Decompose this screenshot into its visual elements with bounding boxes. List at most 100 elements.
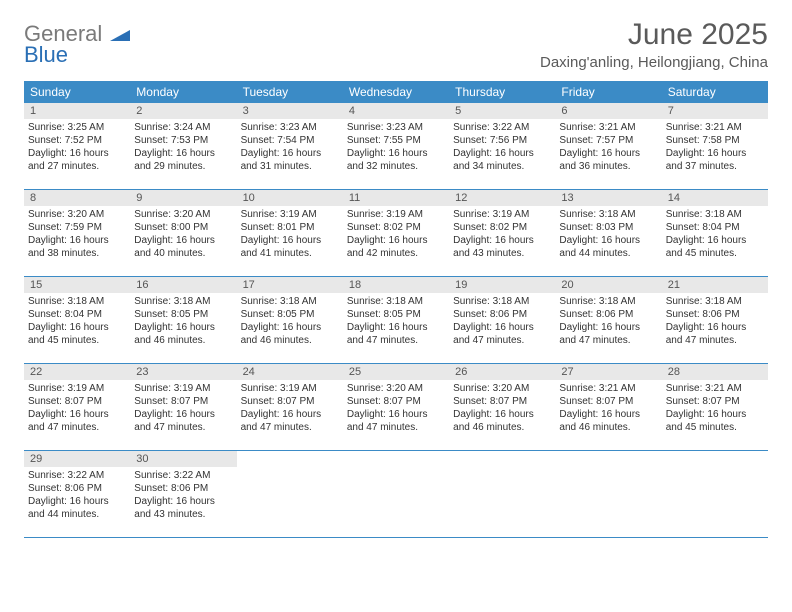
day-body: Sunrise: 3:22 AMSunset: 8:06 PMDaylight:… (24, 467, 130, 525)
daylight-line: Daylight: 16 hours and 27 minutes. (28, 147, 126, 173)
day-number: 26 (449, 364, 555, 380)
sunset-line: Sunset: 8:07 PM (666, 395, 764, 408)
sunset-line: Sunset: 7:57 PM (559, 134, 657, 147)
sunset-line: Sunset: 8:07 PM (28, 395, 126, 408)
sunrise-line: Sunrise: 3:19 AM (241, 382, 339, 395)
daylight-line: Daylight: 16 hours and 36 minutes. (559, 147, 657, 173)
weekday-header: Thursday (449, 81, 555, 103)
sunset-line: Sunset: 8:02 PM (347, 221, 445, 234)
sunrise-line: Sunrise: 3:23 AM (241, 121, 339, 134)
daylight-line: Daylight: 16 hours and 34 minutes. (453, 147, 551, 173)
day-number: 24 (237, 364, 343, 380)
sunrise-line: Sunrise: 3:19 AM (28, 382, 126, 395)
day-number: 23 (130, 364, 236, 380)
daylight-line: Daylight: 16 hours and 47 minutes. (453, 321, 551, 347)
day-cell: 4Sunrise: 3:23 AMSunset: 7:55 PMDaylight… (343, 103, 449, 189)
day-number: 8 (24, 190, 130, 206)
sunrise-line: Sunrise: 3:24 AM (134, 121, 232, 134)
day-body: Sunrise: 3:22 AMSunset: 8:06 PMDaylight:… (130, 467, 236, 525)
day-body: Sunrise: 3:25 AMSunset: 7:52 PMDaylight:… (24, 119, 130, 177)
day-cell: 26Sunrise: 3:20 AMSunset: 8:07 PMDayligh… (449, 364, 555, 450)
day-number: 3 (237, 103, 343, 119)
day-number: 16 (130, 277, 236, 293)
weekday-header: Sunday (24, 81, 130, 103)
day-cell: 18Sunrise: 3:18 AMSunset: 8:05 PMDayligh… (343, 277, 449, 363)
sunset-line: Sunset: 8:04 PM (666, 221, 764, 234)
day-number: 30 (130, 451, 236, 467)
sunset-line: Sunset: 7:55 PM (347, 134, 445, 147)
weekday-header: Friday (555, 81, 661, 103)
daylight-line: Daylight: 16 hours and 46 minutes. (559, 408, 657, 434)
sunset-line: Sunset: 8:02 PM (453, 221, 551, 234)
sunset-line: Sunset: 7:54 PM (241, 134, 339, 147)
sunrise-line: Sunrise: 3:22 AM (134, 469, 232, 482)
day-cell: 1Sunrise: 3:25 AMSunset: 7:52 PMDaylight… (24, 103, 130, 189)
daylight-line: Daylight: 16 hours and 42 minutes. (347, 234, 445, 260)
daylight-line: Daylight: 16 hours and 31 minutes. (241, 147, 339, 173)
day-body: Sunrise: 3:23 AMSunset: 7:54 PMDaylight:… (237, 119, 343, 177)
calendar-page: General Blue June 2025 Daxing'anling, He… (0, 0, 792, 548)
header: General Blue June 2025 Daxing'anling, He… (24, 18, 768, 71)
sunset-line: Sunset: 8:07 PM (241, 395, 339, 408)
daylight-line: Daylight: 16 hours and 38 minutes. (28, 234, 126, 260)
day-cell: 3Sunrise: 3:23 AMSunset: 7:54 PMDaylight… (237, 103, 343, 189)
day-number: 17 (237, 277, 343, 293)
week-row: 8Sunrise: 3:20 AMSunset: 7:59 PMDaylight… (24, 190, 768, 277)
sunrise-line: Sunrise: 3:20 AM (28, 208, 126, 221)
day-body: Sunrise: 3:18 AMSunset: 8:04 PMDaylight:… (24, 293, 130, 351)
day-body: Sunrise: 3:18 AMSunset: 8:03 PMDaylight:… (555, 206, 661, 264)
sunrise-line: Sunrise: 3:19 AM (453, 208, 551, 221)
day-number: 28 (662, 364, 768, 380)
sunrise-line: Sunrise: 3:21 AM (559, 382, 657, 395)
daylight-line: Daylight: 16 hours and 44 minutes. (559, 234, 657, 260)
sunset-line: Sunset: 8:07 PM (134, 395, 232, 408)
day-number: 7 (662, 103, 768, 119)
day-cell: 6Sunrise: 3:21 AMSunset: 7:57 PMDaylight… (555, 103, 661, 189)
weeks-container: 1Sunrise: 3:25 AMSunset: 7:52 PMDaylight… (24, 103, 768, 538)
day-body: Sunrise: 3:18 AMSunset: 8:06 PMDaylight:… (555, 293, 661, 351)
sunrise-line: Sunrise: 3:18 AM (666, 295, 764, 308)
sunset-line: Sunset: 8:07 PM (453, 395, 551, 408)
day-body: Sunrise: 3:23 AMSunset: 7:55 PMDaylight:… (343, 119, 449, 177)
sunrise-line: Sunrise: 3:18 AM (241, 295, 339, 308)
day-cell: 11Sunrise: 3:19 AMSunset: 8:02 PMDayligh… (343, 190, 449, 276)
day-number: 18 (343, 277, 449, 293)
sunset-line: Sunset: 8:06 PM (28, 482, 126, 495)
week-row: 22Sunrise: 3:19 AMSunset: 8:07 PMDayligh… (24, 364, 768, 451)
empty-cell (449, 451, 555, 537)
day-cell: 7Sunrise: 3:21 AMSunset: 7:58 PMDaylight… (662, 103, 768, 189)
day-cell: 21Sunrise: 3:18 AMSunset: 8:06 PMDayligh… (662, 277, 768, 363)
day-body: Sunrise: 3:19 AMSunset: 8:07 PMDaylight:… (130, 380, 236, 438)
day-body: Sunrise: 3:19 AMSunset: 8:01 PMDaylight:… (237, 206, 343, 264)
weekday-header: Monday (130, 81, 236, 103)
day-body: Sunrise: 3:19 AMSunset: 8:02 PMDaylight:… (343, 206, 449, 264)
page-subtitle: Daxing'anling, Heilongjiang, China (540, 54, 768, 71)
daylight-line: Daylight: 16 hours and 40 minutes. (134, 234, 232, 260)
sunrise-line: Sunrise: 3:22 AM (28, 469, 126, 482)
day-body: Sunrise: 3:21 AMSunset: 7:57 PMDaylight:… (555, 119, 661, 177)
day-cell: 12Sunrise: 3:19 AMSunset: 8:02 PMDayligh… (449, 190, 555, 276)
sunrise-line: Sunrise: 3:19 AM (134, 382, 232, 395)
day-body: Sunrise: 3:20 AMSunset: 8:07 PMDaylight:… (449, 380, 555, 438)
day-body: Sunrise: 3:20 AMSunset: 8:00 PMDaylight:… (130, 206, 236, 264)
daylight-line: Daylight: 16 hours and 46 minutes. (453, 408, 551, 434)
day-number: 29 (24, 451, 130, 467)
daylight-line: Daylight: 16 hours and 46 minutes. (134, 321, 232, 347)
sunrise-line: Sunrise: 3:19 AM (241, 208, 339, 221)
day-cell: 16 Sunrise: 3:18 AMSunset: 8:05 PMDayligh… (130, 277, 236, 363)
week-row: 1Sunrise: 3:25 AMSunset: 7:52 PMDaylight… (24, 103, 768, 190)
day-body: Sunrise: 3:24 AMSunset: 7:53 PMDaylight:… (130, 119, 236, 177)
day-number: 5 (449, 103, 555, 119)
sunset-line: Sunset: 8:05 PM (347, 308, 445, 321)
day-body: Sunrise: 3:19 AMSunset: 8:07 PMDaylight:… (24, 380, 130, 438)
day-number: 14 (662, 190, 768, 206)
sunset-line: Sunset: 8:05 PM (134, 308, 232, 321)
weekday-header: Saturday (662, 81, 768, 103)
sunrise-line: Sunrise: 3:20 AM (347, 382, 445, 395)
day-cell: 8Sunrise: 3:20 AMSunset: 7:59 PMDaylight… (24, 190, 130, 276)
day-cell: 22Sunrise: 3:19 AMSunset: 8:07 PMDayligh… (24, 364, 130, 450)
sunrise-line: Sunrise: 3:18 AM (134, 295, 232, 308)
sunrise-line: Sunrise: 3:19 AM (347, 208, 445, 221)
sunrise-line: Sunrise: 3:18 AM (666, 208, 764, 221)
day-number: 1 (24, 103, 130, 119)
